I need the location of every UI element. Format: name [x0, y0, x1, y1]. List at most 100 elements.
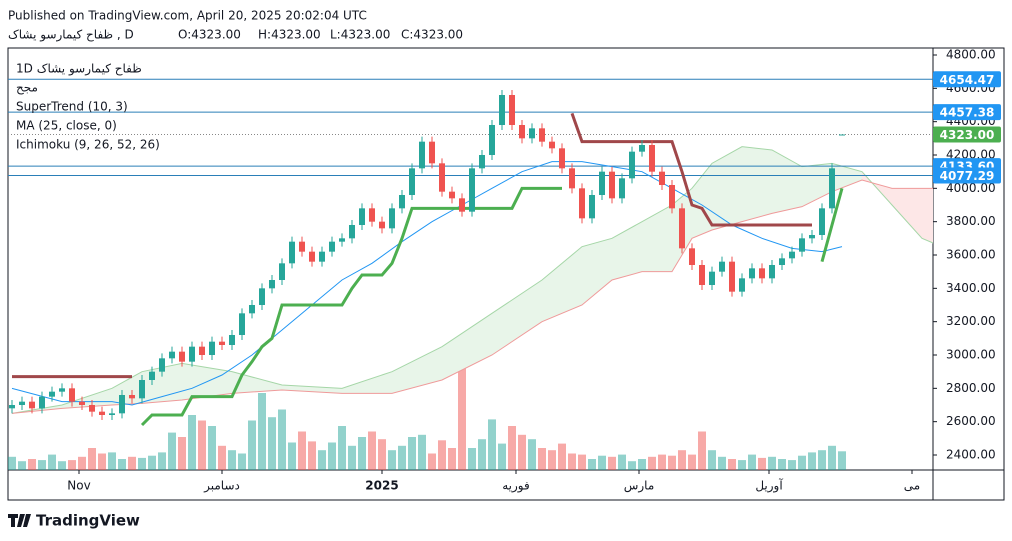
volume-bar	[538, 448, 546, 470]
cloud-fill	[492, 280, 542, 355]
candle-body	[309, 251, 315, 262]
volume-bar	[378, 439, 386, 470]
volume-bar	[658, 454, 666, 470]
volume-bar	[838, 451, 846, 470]
candle-body	[759, 268, 765, 279]
volume-bar	[418, 434, 426, 470]
candle-body	[519, 125, 525, 139]
candle-body	[679, 208, 685, 249]
candle-body	[379, 221, 385, 229]
y-tick-label: 4800.00	[946, 48, 996, 62]
candle-body	[389, 208, 395, 229]
ohlc-close: C:4323.00	[401, 28, 463, 42]
legend-ichimoku: Ichimoku (9, 26, 52, 26)	[16, 138, 160, 152]
candle-body	[719, 261, 725, 272]
volume-bar	[38, 460, 46, 470]
volume-bar	[638, 459, 646, 470]
volume-bar	[498, 443, 506, 470]
cloud-fill	[862, 171, 892, 205]
candle-body	[629, 151, 635, 179]
candle-body	[229, 335, 235, 345]
volume-bar	[798, 455, 806, 470]
candle-body	[19, 401, 25, 405]
volume-bar	[408, 437, 416, 470]
cloud-fill	[802, 163, 832, 207]
candle-body	[789, 251, 795, 259]
volume-bar	[688, 454, 696, 470]
volume-bar	[588, 459, 596, 470]
candle-body	[179, 351, 185, 362]
candle-body	[569, 168, 575, 189]
volume-bar	[828, 445, 836, 470]
candle-body	[129, 395, 135, 399]
candle-body	[169, 351, 175, 359]
volume-bar	[678, 450, 686, 470]
volume-bar	[598, 455, 606, 470]
level-label: 4654.47	[940, 73, 995, 87]
candle-body	[549, 141, 555, 149]
candle-body	[209, 341, 215, 355]
candle-body	[739, 278, 745, 292]
y-tick-label: 2800.00	[946, 381, 996, 395]
volume-bar	[188, 415, 196, 470]
cloud-fill	[742, 146, 772, 222]
candle-body	[819, 208, 825, 235]
candle-body	[189, 346, 195, 362]
legend-volume: مجح	[16, 81, 38, 95]
candle-body	[69, 388, 75, 402]
volume-bar	[248, 420, 256, 470]
ohlc-open: O:4323.00	[178, 28, 241, 42]
cloud-fill	[922, 188, 933, 243]
candle-body	[359, 208, 365, 225]
candle-body	[539, 128, 545, 142]
volume-bar	[788, 460, 796, 470]
supertrend	[12, 112, 812, 379]
cloud-fill	[342, 371, 392, 394]
x-tick-label: مارس	[624, 479, 655, 494]
volume-bar	[338, 426, 346, 470]
volume-bar	[88, 448, 96, 470]
volume-bar	[148, 455, 156, 470]
frame	[7, 47, 1005, 501]
level-label-bg	[933, 104, 1001, 121]
volume-bar	[358, 437, 366, 470]
volume-bar	[628, 461, 636, 470]
candle-body	[9, 405, 15, 409]
moving-average	[11, 161, 843, 406]
volume-bar	[158, 452, 166, 470]
candle-body	[399, 195, 405, 209]
volume-bar	[718, 456, 726, 470]
symbol: ظفاح کیمارسو یشاک , D	[8, 28, 134, 43]
volume-bar	[48, 454, 56, 470]
volume-bar	[728, 459, 736, 470]
candle-body	[349, 225, 355, 239]
volume-bar	[138, 457, 146, 470]
volume-bar	[218, 445, 226, 470]
volume-bar	[108, 452, 116, 470]
volume-bar	[58, 461, 66, 470]
candle-body	[639, 145, 645, 152]
volume-bar	[508, 426, 516, 470]
candle-body	[369, 208, 375, 222]
y-tick-label: 2400.00	[946, 448, 996, 462]
candle-body	[659, 171, 665, 185]
candle-body	[339, 238, 345, 242]
x-tick-label: 2025	[365, 479, 398, 493]
cloud-fill	[772, 150, 802, 214]
ichimoku-span-a	[11, 146, 933, 414]
level-label: 4457.38	[940, 106, 995, 120]
volume-bar	[748, 454, 756, 470]
candle-body	[839, 134, 845, 136]
volume-bar	[698, 431, 706, 470]
candle-body	[99, 411, 105, 415]
candle-body	[829, 168, 835, 209]
candle-body	[199, 346, 205, 355]
volume-bar	[208, 426, 216, 470]
x-tick-label: می	[904, 479, 920, 493]
volume-bar	[648, 456, 656, 470]
level-label-bg	[933, 167, 1001, 184]
volume-bar	[818, 450, 826, 470]
volume-bar	[238, 453, 246, 470]
volume-bar	[528, 439, 536, 470]
cloud-fill	[282, 385, 342, 394]
